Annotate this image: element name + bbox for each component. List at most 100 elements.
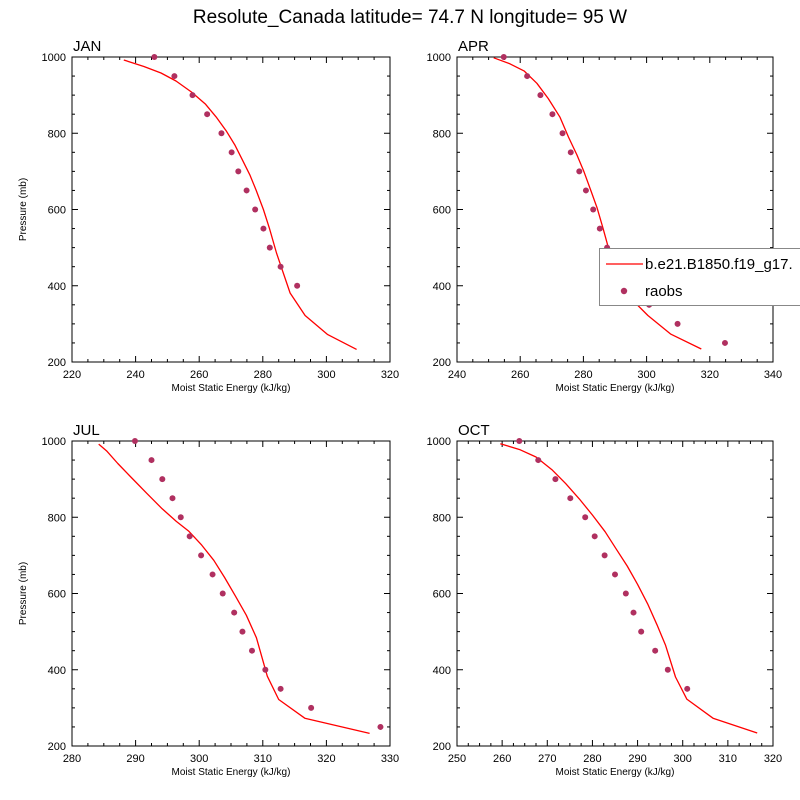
- raobs-point: [131, 438, 138, 444]
- raobs-point: [266, 244, 273, 251]
- x-tick-label: 330: [381, 753, 399, 765]
- panel-jul: JUL 280 290 300 310 320 330 200 400 600 800 1000 Moi…: [18, 422, 399, 778]
- x-tick-label: 320: [701, 369, 719, 381]
- x-tick-label: 270: [538, 753, 556, 765]
- x-tick-label: 300: [674, 753, 692, 765]
- raobs-point: [630, 609, 637, 616]
- raobs-point: [243, 187, 250, 194]
- raobs-point: [218, 130, 225, 137]
- legend: b.e21.B1850.f19_g17. raobs: [599, 248, 800, 306]
- y-tick-label: 800: [48, 128, 66, 140]
- y-tick-label: 600: [433, 589, 451, 601]
- raobs-point: [684, 685, 691, 692]
- x-tick-label: 300: [190, 753, 208, 765]
- plot-frame: [456, 56, 774, 363]
- legend-frame: [599, 248, 800, 306]
- raobs-point: [576, 168, 583, 175]
- raobs-point: [500, 54, 507, 60]
- raobs-point: [294, 282, 301, 289]
- panel-oct: OCT 250 260 270 280 290 300 310 320 200 400 600 800 1…: [427, 422, 783, 778]
- panel-label: APR: [458, 38, 489, 55]
- raobs-point: [204, 111, 211, 118]
- raobs-point: [231, 609, 238, 616]
- y-tick-label: 200: [433, 357, 451, 369]
- x-tick-label: 260: [190, 369, 208, 381]
- x-axis-title: Moist Static Energy (kJ/kg): [172, 383, 291, 394]
- raobs-point: [248, 647, 255, 654]
- raobs-point: [171, 73, 178, 80]
- y-tick-label: 400: [433, 281, 451, 293]
- x-tick-label: 280: [583, 753, 601, 765]
- x-tick-label: 280: [254, 369, 272, 381]
- y-tick-label: 1000: [42, 436, 66, 448]
- raobs-point: [235, 168, 242, 175]
- raobs-point: [148, 457, 155, 464]
- x-tick-label: 310: [719, 753, 737, 765]
- raobs-point: [524, 73, 531, 80]
- raobs-point: [582, 187, 589, 194]
- raobs-point: [535, 457, 542, 464]
- x-tick-label: 300: [317, 369, 335, 381]
- model-profile-line: [500, 443, 758, 734]
- x-tick-label: 320: [381, 369, 399, 381]
- x-tick-label: 280: [63, 753, 81, 765]
- x-tick-label: 220: [63, 369, 81, 381]
- y-tick-label: 600: [433, 205, 451, 217]
- raobs-point: [177, 514, 184, 521]
- raobs-point: [252, 206, 259, 213]
- raobs-point: [228, 149, 235, 156]
- y-tick-label: 1000: [427, 436, 451, 448]
- raobs-point: [516, 438, 523, 444]
- plot-frame: [71, 440, 391, 747]
- y-tick-label: 1000: [427, 52, 451, 64]
- raobs-point: [638, 628, 645, 635]
- raobs-point: [159, 476, 166, 483]
- raobs-point: [652, 647, 659, 654]
- plot-frame: [456, 440, 774, 747]
- x-tick-label: 260: [511, 369, 529, 381]
- legend-point-swatch: [620, 287, 628, 295]
- legend-obs-label: raobs: [645, 283, 683, 300]
- x-tick-label: 340: [764, 369, 782, 381]
- raobs-point: [308, 704, 315, 711]
- x-tick-label: 250: [448, 753, 466, 765]
- raobs-point: [277, 685, 284, 692]
- x-tick-label: 240: [126, 369, 144, 381]
- x-tick-label: 290: [628, 753, 646, 765]
- main-title: Resolute_Canada latitude= 74.7 N longitu…: [193, 7, 627, 28]
- x-axis-title: Moist Static Energy (kJ/kg): [556, 767, 675, 778]
- raobs-point: [591, 533, 598, 540]
- y-tick-label: 200: [433, 741, 451, 753]
- plot-frame: [71, 56, 391, 363]
- raobs-point: [262, 666, 269, 673]
- y-axis-title: Pressure (mb): [18, 178, 29, 241]
- raobs-point: [582, 514, 589, 521]
- y-tick-label: 800: [433, 512, 451, 524]
- raobs-point: [219, 590, 226, 597]
- y-tick-label: 200: [48, 357, 66, 369]
- legend-model-label: b.e21.B1850.f19_g17.: [645, 256, 793, 273]
- raobs-point: [151, 54, 158, 60]
- x-tick-label: 320: [764, 753, 782, 765]
- raobs-point: [169, 495, 176, 502]
- raobs-point: [189, 92, 196, 99]
- y-tick-label: 600: [48, 205, 66, 217]
- raobs-point: [277, 263, 284, 270]
- raobs-point: [567, 149, 574, 156]
- x-tick-label: 310: [254, 753, 272, 765]
- raobs-point: [239, 628, 246, 635]
- raobs-point: [612, 571, 618, 578]
- raobs-point: [622, 590, 629, 597]
- x-axis-title: Moist Static Energy (kJ/kg): [556, 383, 675, 394]
- raobs-point: [549, 111, 556, 118]
- raobs-point: [721, 339, 728, 346]
- raobs-point: [186, 533, 193, 540]
- y-tick-label: 800: [433, 128, 451, 140]
- raobs-point: [601, 552, 608, 559]
- x-tick-label: 240: [448, 369, 466, 381]
- y-tick-label: 800: [48, 512, 66, 524]
- panel-apr: APR 240 260 280 300 320 340 200 400 600 800 1000 Moi…: [427, 38, 783, 394]
- raobs-point: [596, 225, 603, 232]
- y-tick-label: 1000: [42, 52, 66, 64]
